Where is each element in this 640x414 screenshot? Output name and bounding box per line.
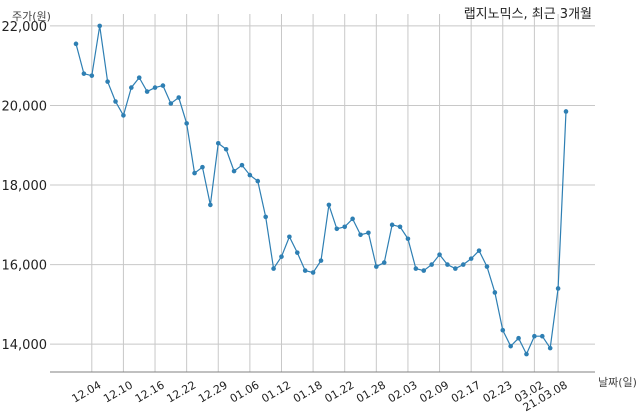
data-point [121, 113, 126, 118]
data-point [437, 252, 442, 257]
x-tick-label: 12.10 [101, 378, 135, 405]
x-tick-label: 12.22 [164, 378, 198, 405]
data-point [460, 262, 466, 267]
data-point [563, 109, 569, 114]
data-point [453, 266, 458, 271]
data-point [532, 333, 537, 339]
data-point [271, 266, 276, 271]
data-point [429, 262, 434, 267]
y-tick-label: 18,000 [2, 179, 48, 194]
data-point [152, 85, 158, 90]
data-point [89, 73, 95, 78]
y-axis-label: 주가(원) [12, 10, 51, 23]
data-point [294, 250, 300, 255]
data-point [547, 345, 553, 351]
x-tick-label: 01.22 [323, 378, 357, 405]
x-tick-labels: 12.0412.1012.1612.2212.2901.0601.1201.18… [70, 378, 570, 414]
data-point [176, 95, 182, 100]
data-point [223, 146, 229, 152]
price-series-points [73, 23, 569, 357]
chart-title: 랩지노믹스, 최근 3개월 [464, 7, 592, 22]
x-tick-label: 02.09 [417, 378, 451, 405]
x-tick-label: 01.18 [291, 378, 325, 405]
data-point [350, 216, 355, 222]
data-point [389, 222, 395, 228]
data-point [192, 170, 197, 176]
data-point [326, 202, 332, 208]
data-point [381, 260, 387, 265]
data-point [200, 164, 205, 170]
grid-lines [50, 14, 595, 372]
x-tick-label: 12.16 [133, 378, 167, 405]
data-point [239, 162, 245, 168]
y-tick-label: 20,000 [2, 99, 48, 114]
data-point [247, 172, 253, 178]
data-point [215, 140, 221, 146]
data-point [129, 85, 134, 90]
x-tick-label: 12.04 [70, 378, 104, 405]
data-point [342, 224, 348, 230]
x-tick-label: 02.23 [481, 378, 515, 405]
data-point [484, 264, 490, 269]
x-tick-label: 02.03 [386, 378, 420, 405]
data-point [445, 262, 450, 267]
data-point [136, 75, 142, 80]
x-tick-label: 12.29 [196, 378, 230, 405]
data-point [500, 327, 506, 333]
x-tick-label: 01.12 [259, 378, 293, 405]
data-point [231, 168, 237, 174]
data-point [105, 79, 110, 84]
y-tick-labels: 14,000 16,000 18,000 20,000 22,000 [2, 20, 48, 353]
data-point [492, 290, 498, 295]
x-axis-label: 날짜(일) [598, 375, 637, 389]
data-point [318, 258, 324, 263]
data-point [539, 333, 545, 339]
data-point [73, 41, 79, 47]
data-point [524, 351, 529, 357]
data-point [287, 234, 292, 240]
data-point [508, 343, 513, 349]
data-point [468, 256, 474, 261]
price-series-line [75, 25, 567, 356]
data-point [81, 71, 87, 76]
data-point [255, 178, 261, 184]
data-point [555, 286, 561, 291]
data-point [184, 121, 189, 126]
data-point [366, 230, 371, 236]
data-point [160, 83, 166, 88]
data-point [97, 23, 103, 29]
data-point [397, 224, 403, 230]
data-point [421, 268, 427, 273]
data-point [144, 89, 150, 94]
data-point [310, 270, 316, 275]
data-point [168, 101, 174, 106]
data-point [358, 232, 363, 238]
data-point [334, 226, 340, 232]
data-point [208, 202, 213, 208]
x-tick-label: 01.28 [354, 378, 388, 405]
data-point [279, 254, 284, 259]
data-point [113, 99, 118, 104]
data-point [476, 248, 482, 253]
data-point [516, 335, 521, 341]
y-tick-label: 16,000 [2, 259, 48, 274]
x-tick-label: 02.17 [449, 378, 483, 405]
data-point [405, 236, 411, 242]
x-tick-label: 01.06 [228, 378, 262, 405]
data-point [374, 264, 379, 269]
data-point [302, 268, 308, 273]
data-point [263, 214, 268, 220]
y-tick-label: 22,000 [2, 20, 48, 35]
y-tick-label: 14,000 [2, 338, 48, 353]
data-point [413, 266, 419, 271]
